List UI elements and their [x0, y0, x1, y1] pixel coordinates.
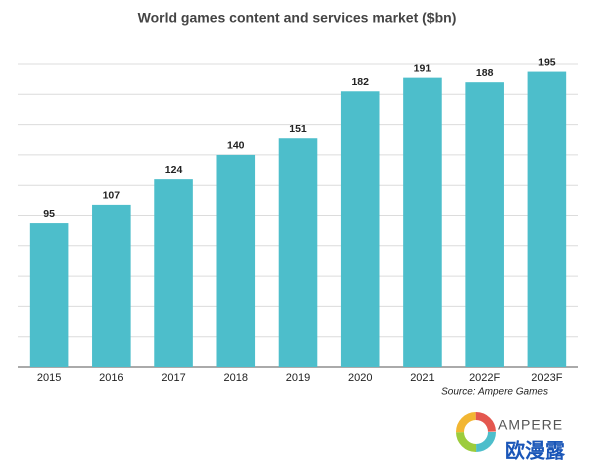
value-label: 191	[414, 62, 432, 74]
bar	[278, 138, 318, 367]
x-tick-label: 2017	[161, 372, 185, 384]
value-label: 124	[165, 164, 183, 176]
value-label: 140	[227, 140, 245, 152]
x-tick-label: 2020	[348, 372, 372, 384]
bar	[29, 223, 69, 367]
bar	[527, 71, 567, 367]
x-tick-label: 2023F	[531, 372, 562, 384]
value-label: 151	[289, 123, 307, 135]
value-label: 195	[538, 56, 556, 68]
value-label: 95	[43, 208, 55, 220]
source: Source: Ampere Games	[441, 387, 548, 398]
x-tick-label: 2018	[224, 372, 248, 384]
x-tick-label: 2016	[99, 372, 123, 384]
bar	[92, 204, 131, 367]
bar	[465, 82, 504, 368]
bar	[340, 91, 380, 368]
value-label: 107	[103, 190, 121, 202]
watermark: 欧漫露	[505, 438, 566, 462]
x-tick-label: 2022F	[469, 372, 500, 384]
value-label: 188	[476, 67, 494, 79]
x-tick-label: 2015	[37, 372, 61, 384]
x-tick-label: 2021	[410, 372, 434, 384]
bar	[154, 179, 193, 367]
chart-title: World games content and services market …	[138, 10, 457, 26]
logo-icon	[456, 412, 496, 452]
bar	[216, 154, 256, 367]
bar	[403, 77, 442, 367]
x-tick-label: 2019	[286, 372, 310, 384]
logo-text: AMPERE	[498, 417, 563, 433]
value-label: 182	[351, 76, 369, 88]
